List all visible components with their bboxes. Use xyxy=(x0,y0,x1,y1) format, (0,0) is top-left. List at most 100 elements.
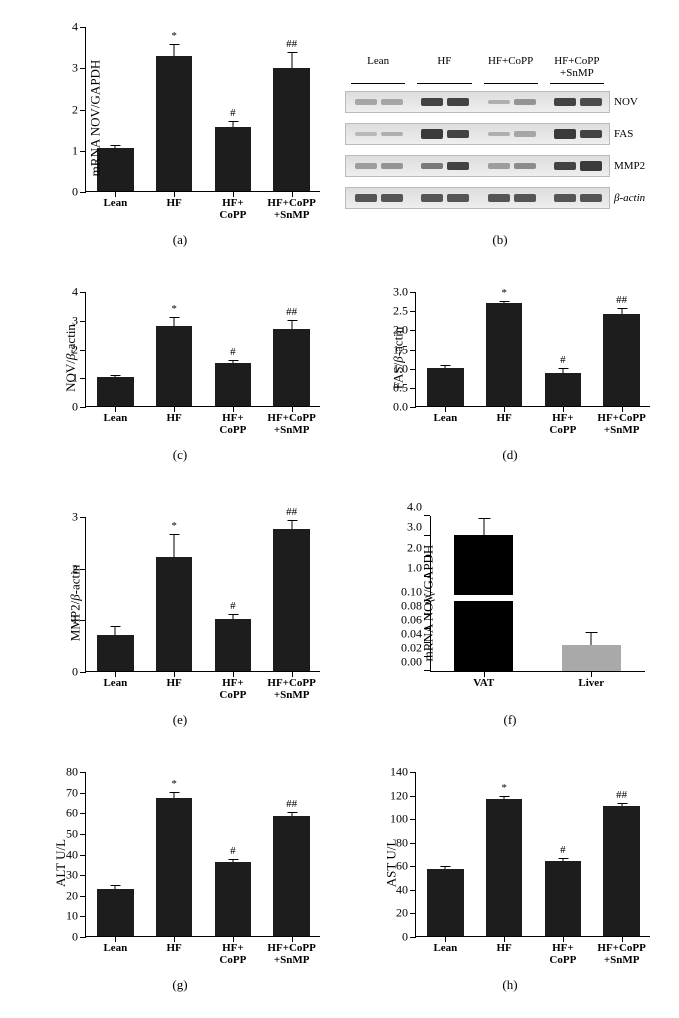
blot-header-line xyxy=(550,83,604,84)
y-tick-label: 0 xyxy=(72,185,78,200)
error-bar xyxy=(291,812,292,816)
blot-band xyxy=(381,163,403,169)
y-tick xyxy=(410,407,416,408)
significance-marker: * xyxy=(501,287,507,299)
bar xyxy=(215,619,251,671)
y-tick xyxy=(410,330,416,331)
y-tick-label: 2.5 xyxy=(393,304,408,319)
y-tick-label: 120 xyxy=(390,788,408,803)
blot-band xyxy=(447,194,469,202)
bar xyxy=(603,806,639,936)
bar xyxy=(97,889,133,936)
y-axis-label: NOV/β-actin xyxy=(63,324,79,392)
bar xyxy=(156,557,192,671)
y-tick-label: 3 xyxy=(72,61,78,76)
y-tick-label: 70 xyxy=(66,785,78,800)
blot-header: Lean xyxy=(367,55,389,67)
x-tick-label: HF+CoPP+SnMP xyxy=(587,412,656,436)
panel-h: 020406080100120140Lean*HF#HF+CoPP##HF+Co… xyxy=(360,760,660,985)
error-bar xyxy=(504,796,505,800)
error-bar xyxy=(504,301,505,303)
y-tick xyxy=(80,517,86,518)
y-axis-label: FAS/β-actin xyxy=(390,326,406,389)
y-tick xyxy=(80,772,86,773)
y-tick xyxy=(410,369,416,370)
blot-band xyxy=(554,162,576,171)
bar xyxy=(486,799,522,936)
blot-band-group xyxy=(412,92,478,112)
blot-row xyxy=(345,155,610,177)
y-tick-label: 0 xyxy=(72,665,78,680)
bar xyxy=(156,326,192,406)
error-bar xyxy=(445,866,446,868)
error-cap xyxy=(617,308,627,309)
significance-marker: ## xyxy=(286,306,297,318)
significance-marker: # xyxy=(230,346,236,358)
error-cap xyxy=(287,812,297,813)
bar-lower xyxy=(454,601,513,671)
blot-band-group xyxy=(346,92,412,112)
significance-marker: ## xyxy=(286,38,297,50)
blot-band-group xyxy=(479,124,545,144)
panel-label: (c) xyxy=(173,447,187,463)
bar-upper xyxy=(454,535,513,595)
panel-label: (g) xyxy=(172,977,187,993)
y-axis-label: mRNA NOV/GAPDH xyxy=(420,544,436,661)
y-tick-label: 3.0 xyxy=(393,285,408,300)
blot-band-group xyxy=(545,188,611,208)
y-tick xyxy=(410,772,416,773)
y-tick xyxy=(80,937,86,938)
y-tick xyxy=(80,378,86,379)
blot-band-group xyxy=(412,188,478,208)
error-bar xyxy=(621,803,622,807)
y-tick-label: 0.06 xyxy=(401,613,422,628)
error-bar xyxy=(115,375,116,376)
panel-a: 01234Lean*HF#HF+CoPP##HF+CoPP+SnMPmRNA N… xyxy=(30,15,330,240)
significance-marker: * xyxy=(171,303,177,315)
error-cap xyxy=(170,534,180,535)
y-tick-label: 80 xyxy=(66,765,78,780)
error-bar xyxy=(174,792,175,798)
blot-row xyxy=(345,123,610,145)
blot-band xyxy=(488,132,510,137)
plot-area: 01234Lean*HF#HF+CoPP##HF+CoPP+SnMP xyxy=(85,27,320,192)
y-tick-label: 20 xyxy=(66,888,78,903)
error-bar xyxy=(445,365,446,368)
blot-band-group xyxy=(479,188,545,208)
blot-band-group xyxy=(545,156,611,176)
blot-band-group xyxy=(479,156,545,176)
blot-band xyxy=(514,99,536,105)
blot-band-group xyxy=(346,156,412,176)
bar xyxy=(486,303,522,406)
blot-header: HF+CoPP xyxy=(488,55,533,67)
error-bar xyxy=(115,145,116,147)
error-cap xyxy=(586,632,598,633)
panel-c: 01234Lean*HF#HF+CoPP##HF+CoPP+SnMPNOV/β-… xyxy=(30,280,330,455)
plot-area: 01020304050607080Lean*HF#HF+CoPP##HF+CoP… xyxy=(85,772,320,937)
blot-band xyxy=(355,132,377,136)
panel-label: (f) xyxy=(504,712,517,728)
blot-band xyxy=(355,163,377,168)
blot-band-group xyxy=(346,124,412,144)
significance-marker: ## xyxy=(616,789,627,801)
blot-band xyxy=(554,129,576,138)
error-bar xyxy=(232,360,233,363)
error-bar xyxy=(174,534,175,557)
x-tick-label: Liver xyxy=(578,677,604,689)
y-axis-label: AST U/L xyxy=(383,838,399,887)
panel-label: (e) xyxy=(173,712,187,728)
y-tick xyxy=(80,896,86,897)
y-tick xyxy=(80,407,86,408)
y-tick-label: 0 xyxy=(72,930,78,945)
y-tick-label: 0.08 xyxy=(401,599,422,614)
error-bar xyxy=(232,859,233,862)
bar xyxy=(545,861,581,936)
y-tick xyxy=(410,866,416,867)
y-tick xyxy=(410,819,416,820)
y-tick xyxy=(80,321,86,322)
y-axis-label: ALT U/L xyxy=(53,838,69,886)
error-cap xyxy=(500,796,510,797)
blot-band xyxy=(514,194,536,202)
bar xyxy=(273,816,309,936)
blot-band xyxy=(355,194,377,202)
